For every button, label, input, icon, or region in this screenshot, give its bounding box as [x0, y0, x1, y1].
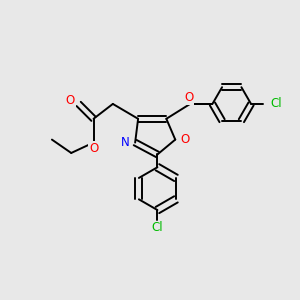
Text: O: O [184, 92, 193, 104]
Text: O: O [66, 94, 75, 107]
Text: O: O [181, 133, 190, 146]
Text: Cl: Cl [270, 98, 282, 110]
Text: N: N [121, 136, 130, 149]
Text: O: O [89, 142, 98, 155]
Text: Cl: Cl [152, 221, 163, 234]
